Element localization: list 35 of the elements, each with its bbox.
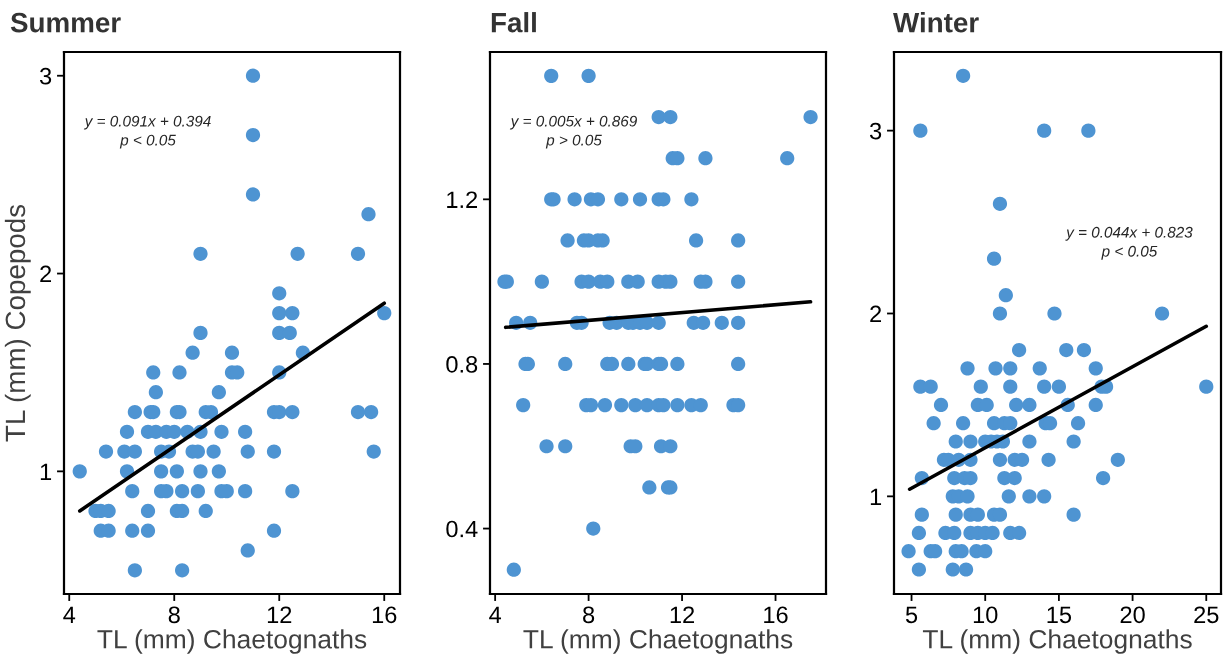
annotation: p < 0.05 [119, 134, 176, 149]
y-axis-title: TL (mm) Copepods [4, 204, 31, 442]
annotation: p > 0.05 [545, 134, 602, 149]
x-axis-title: TL (mm) Chaetognaths [523, 629, 793, 654]
x-tick-label: 20 [1120, 606, 1145, 624]
annotation: p < 0.05 [1101, 245, 1158, 260]
y-tick-label: 3 [39, 67, 52, 85]
y-tick-label: 0.8 [446, 356, 478, 373]
x-axis-title: TL (mm) Chaetognaths [97, 629, 367, 654]
y-tick-label: 1 [870, 488, 882, 505]
x-tick-label: 12 [670, 606, 695, 623]
y-tick-label: 1 [40, 463, 52, 480]
x-tick-label: 16 [372, 606, 397, 624]
y-tick-label: 1.2 [447, 191, 478, 208]
x-tick-label: 25 [1194, 606, 1219, 624]
annotation: y = 0.044x + 0.823 [1065, 226, 1193, 241]
x-axis-title: TL (mm) Chaetognaths [922, 629, 1192, 654]
chart-title: Summer [10, 12, 121, 33]
x-tick-label: 12 [267, 606, 292, 623]
x-tick-label: 15 [1047, 606, 1072, 624]
annotation: y = 0.091x + 0.394 [83, 115, 211, 130]
annotation: y = 0.005x + 0.869 [509, 115, 637, 130]
x-tick-label: 10 [973, 606, 998, 624]
chart-title: Winter [893, 12, 979, 33]
x-tick-label: 5 [905, 606, 918, 624]
y-tick-label: 2 [40, 265, 52, 283]
chart-title: Fall [491, 12, 536, 33]
x-tick-label: 16 [764, 606, 788, 624]
y-tick-label: 3 [869, 122, 882, 140]
y-tick-label: 2 [870, 305, 882, 323]
x-tick-label: 8 [168, 606, 180, 624]
y-tick-label: 0.4 [446, 520, 478, 538]
x-tick-label: 4 [63, 606, 76, 623]
x-tick-label: 4 [489, 606, 502, 623]
x-tick-label: 8 [583, 606, 595, 624]
